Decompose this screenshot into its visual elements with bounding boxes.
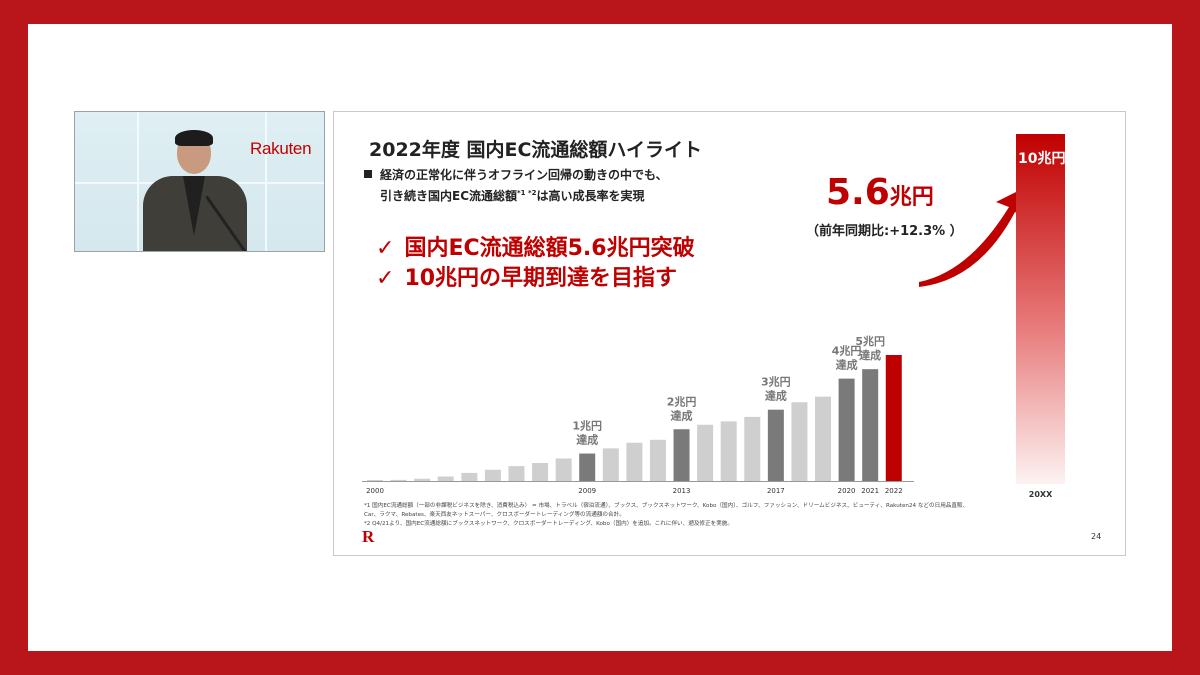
bar-2008 — [555, 458, 572, 481]
check-icon: ✓ — [376, 236, 395, 261]
background-panel-line — [137, 112, 139, 251]
bar-2003 — [437, 476, 454, 481]
bar-2012 — [649, 439, 666, 481]
bar-2007 — [532, 463, 549, 481]
target-bar — [1016, 134, 1065, 484]
bar-2013 — [673, 429, 690, 481]
bar-2001 — [390, 479, 407, 481]
milestone-label: 達成 — [576, 433, 598, 447]
x-tick-label: 2022 — [885, 487, 903, 495]
bullet-text: 経済の正常化に伴うオフライン回帰の動きの中でも、 引き続き国内EC流通総額*1 … — [364, 166, 668, 205]
yoy-growth: （前年同期比:+12.3% ） — [806, 224, 963, 239]
milestone-label: 達成 — [765, 389, 787, 403]
x-tick-label: 2020 — [838, 487, 856, 495]
slide-title: 2022年度 国内EC流通総額ハイライト — [369, 139, 703, 161]
milestone-label: 4兆円 — [832, 344, 862, 358]
ec-gmv-bar-chart: 2000 2009 2013 2017 2020 2021 20221兆円達成2兆円達成3兆… — [362, 134, 1065, 499]
milestone-label: 3兆円 — [761, 375, 791, 389]
square-bullet-icon — [364, 170, 372, 178]
milestone-label: 達成 — [836, 358, 858, 372]
footnotes: *1 国内EC流通総額（一部の非課税ビジネスを除き、消費税込み） = 市場、トラ… — [364, 503, 969, 527]
x-tick-label: 2013 — [673, 487, 691, 495]
x-tick-label: 2017 — [767, 487, 785, 495]
x-tick-label: 2000 — [366, 487, 384, 495]
bar-2006 — [508, 466, 525, 481]
bar-2018 — [791, 402, 808, 481]
bar-2015 — [720, 421, 737, 481]
milestone-label: 1兆円 — [572, 419, 602, 433]
check-item-1: ✓ 国内EC流通総額5.6兆円突破 — [376, 236, 695, 261]
bar-2000 — [367, 480, 383, 481]
target-year-label: 20XX — [1029, 490, 1053, 499]
bar-2020 — [838, 378, 855, 481]
bar-2009 — [579, 453, 596, 481]
speaker-video: Rakuten — [74, 111, 325, 252]
bar-2017 — [767, 409, 784, 481]
rakuten-logo: Rakuten — [250, 139, 312, 158]
highlight-value: 5.6兆円 — [826, 172, 934, 213]
rakuten-r-logo: R — [362, 527, 375, 546]
milestone-label: 5兆円 — [855, 334, 885, 348]
milestone-label: 2兆円 — [667, 394, 697, 408]
bar-2019 — [815, 396, 832, 481]
slide: 2000 2009 2013 2017 2020 2021 2022 1兆円 達成 2兆円 達成 3兆… — [333, 111, 1126, 556]
growth-arrow — [919, 188, 1026, 287]
bar-2002 — [414, 478, 431, 481]
bar-2011 — [626, 442, 643, 481]
speaker-hair — [175, 130, 213, 146]
target-bar-label: 10兆円 — [1018, 151, 1066, 167]
bar-2014 — [697, 424, 714, 481]
x-tick-label: 2009 — [578, 487, 596, 495]
bar-2010 — [602, 448, 619, 481]
page-number: 24 — [1091, 532, 1102, 541]
background-panel-line — [265, 112, 267, 251]
bar-2022 — [885, 355, 902, 481]
milestone-label: 達成 — [671, 408, 693, 422]
bar-2005 — [484, 469, 501, 481]
bar-2016 — [744, 416, 761, 481]
bar-2021 — [862, 369, 879, 481]
check-item-2: ✓ 10兆円の早期到達を目指す — [376, 266, 678, 291]
check-icon: ✓ — [376, 266, 395, 291]
bar-2004 — [461, 472, 478, 481]
x-tick-label: 2021 — [861, 487, 879, 495]
milestone-label: 達成 — [859, 348, 881, 362]
